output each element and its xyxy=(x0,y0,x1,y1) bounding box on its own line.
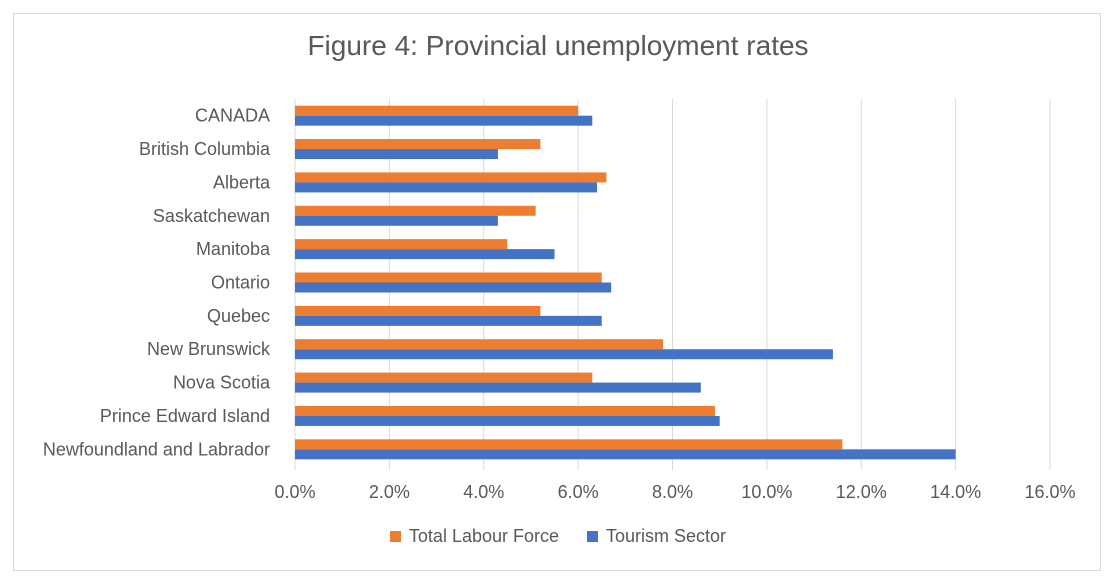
bar xyxy=(295,405,715,416)
category-label: Alberta xyxy=(213,172,271,192)
bar xyxy=(295,249,555,260)
bar xyxy=(295,272,602,283)
bar xyxy=(295,215,498,226)
chart-title: Figure 4: Provincial unemployment rates xyxy=(307,30,809,61)
legend-item: Total Labour Force xyxy=(389,526,560,547)
category-label: Newfoundland and Labrador xyxy=(43,439,270,459)
bar xyxy=(295,415,720,426)
bar xyxy=(295,115,593,126)
x-tick-label: 8.0% xyxy=(652,482,693,502)
category-label: Nova Scotia xyxy=(173,373,271,393)
x-tick-label: 2.0% xyxy=(369,482,410,502)
category-label: Prince Edward Island xyxy=(100,406,270,426)
category-label: Ontario xyxy=(211,273,270,293)
bar xyxy=(295,315,602,326)
bar xyxy=(295,372,593,383)
bar xyxy=(295,439,843,450)
legend-label: Tourism Sector xyxy=(606,526,727,546)
legend-item: Tourism Sector xyxy=(587,526,726,547)
bar xyxy=(295,282,612,293)
x-tick-label: 12.0% xyxy=(836,482,887,502)
bar xyxy=(295,172,607,183)
category-label: New Brunswick xyxy=(147,339,271,359)
x-tick-label: 4.0% xyxy=(463,482,504,502)
bar xyxy=(295,149,498,160)
bar xyxy=(295,339,664,350)
legend-label: Total Labour Force xyxy=(408,526,560,546)
x-tick-label: 16.0% xyxy=(1024,482,1075,502)
category-label: Manitoba xyxy=(196,239,271,259)
bar xyxy=(295,305,541,316)
bar xyxy=(295,382,701,393)
bar xyxy=(295,182,597,193)
legend-swatch xyxy=(389,531,401,542)
chart-legend: Total Labour Force Tourism Sector xyxy=(0,526,1116,547)
category-label: CANADA xyxy=(195,106,270,126)
bar xyxy=(295,239,508,250)
category-label: British Columbia xyxy=(139,139,271,159)
bar xyxy=(295,449,956,460)
x-tick-label: 10.0% xyxy=(741,482,792,502)
bar xyxy=(295,349,833,360)
x-tick-label: 0.0% xyxy=(274,482,315,502)
category-label: Quebec xyxy=(207,306,270,326)
bar xyxy=(295,105,579,116)
category-label: Saskatchewan xyxy=(153,206,270,226)
x-tick-label: 14.0% xyxy=(930,482,981,502)
x-tick-label: 6.0% xyxy=(558,482,599,502)
legend-swatch xyxy=(587,531,599,542)
bar xyxy=(295,205,536,216)
bar xyxy=(295,139,541,150)
